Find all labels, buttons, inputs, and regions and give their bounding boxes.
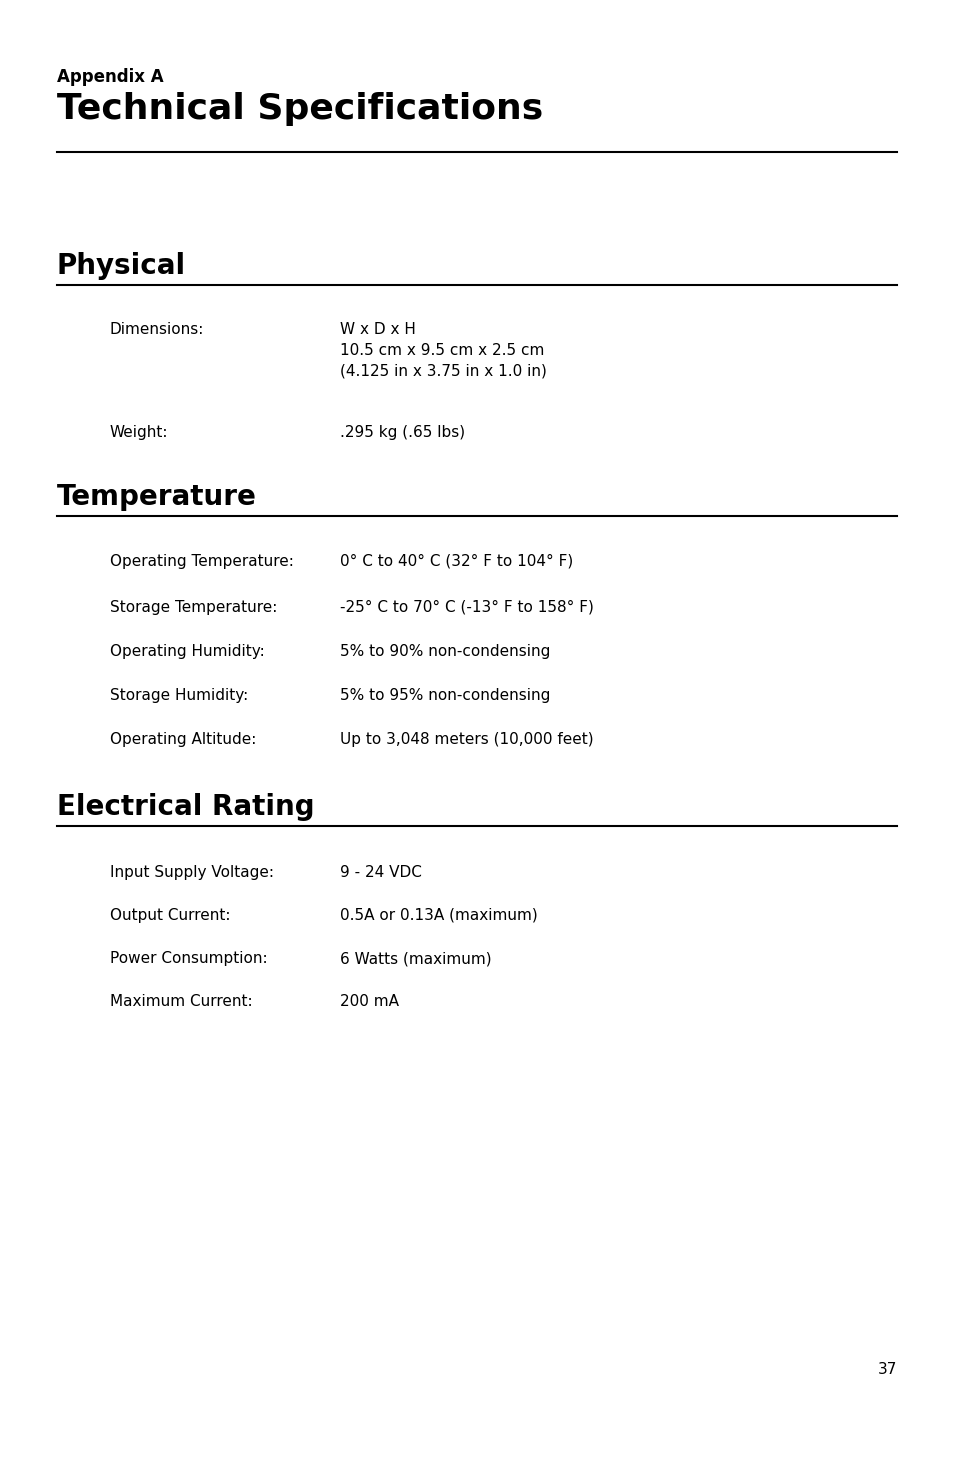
Text: .295 kg (.65 lbs): .295 kg (.65 lbs) [339, 425, 465, 440]
Text: Maximum Current:: Maximum Current: [110, 994, 253, 1009]
Text: -25° C to 70° C (-13° F to 158° F): -25° C to 70° C (-13° F to 158° F) [339, 600, 594, 615]
Text: Storage Temperature:: Storage Temperature: [110, 600, 277, 615]
Text: Weight:: Weight: [110, 425, 169, 440]
Text: Output Current:: Output Current: [110, 909, 231, 923]
Text: Storage Humidity:: Storage Humidity: [110, 687, 248, 704]
Text: 200 mA: 200 mA [339, 994, 398, 1009]
Text: 0° C to 40° C (32° F to 104° F): 0° C to 40° C (32° F to 104° F) [339, 555, 573, 569]
Text: Electrical Rating: Electrical Rating [57, 794, 314, 822]
Text: Operating Temperature:: Operating Temperature: [110, 555, 294, 569]
Text: Technical Specifications: Technical Specifications [57, 91, 542, 125]
Text: 0.5A or 0.13A (maximum): 0.5A or 0.13A (maximum) [339, 909, 537, 923]
Text: W x D x H
10.5 cm x 9.5 cm x 2.5 cm
(4.125 in x 3.75 in x 1.0 in): W x D x H 10.5 cm x 9.5 cm x 2.5 cm (4.1… [339, 322, 546, 379]
Text: 9 - 24 VDC: 9 - 24 VDC [339, 864, 421, 881]
Text: Operating Altitude:: Operating Altitude: [110, 732, 256, 746]
Text: Power Consumption:: Power Consumption: [110, 951, 268, 966]
Text: 5% to 90% non-condensing: 5% to 90% non-condensing [339, 645, 550, 659]
Text: Physical: Physical [57, 252, 186, 280]
Text: Up to 3,048 meters (10,000 feet): Up to 3,048 meters (10,000 feet) [339, 732, 593, 746]
Text: Appendix A: Appendix A [57, 68, 164, 86]
Text: 5% to 95% non-condensing: 5% to 95% non-condensing [339, 687, 550, 704]
Text: 6 Watts (maximum): 6 Watts (maximum) [339, 951, 491, 966]
Text: Temperature: Temperature [57, 482, 256, 510]
Text: 37: 37 [877, 1361, 896, 1378]
Text: Dimensions:: Dimensions: [110, 322, 204, 336]
Text: Operating Humidity:: Operating Humidity: [110, 645, 265, 659]
Text: Input Supply Voltage:: Input Supply Voltage: [110, 864, 274, 881]
